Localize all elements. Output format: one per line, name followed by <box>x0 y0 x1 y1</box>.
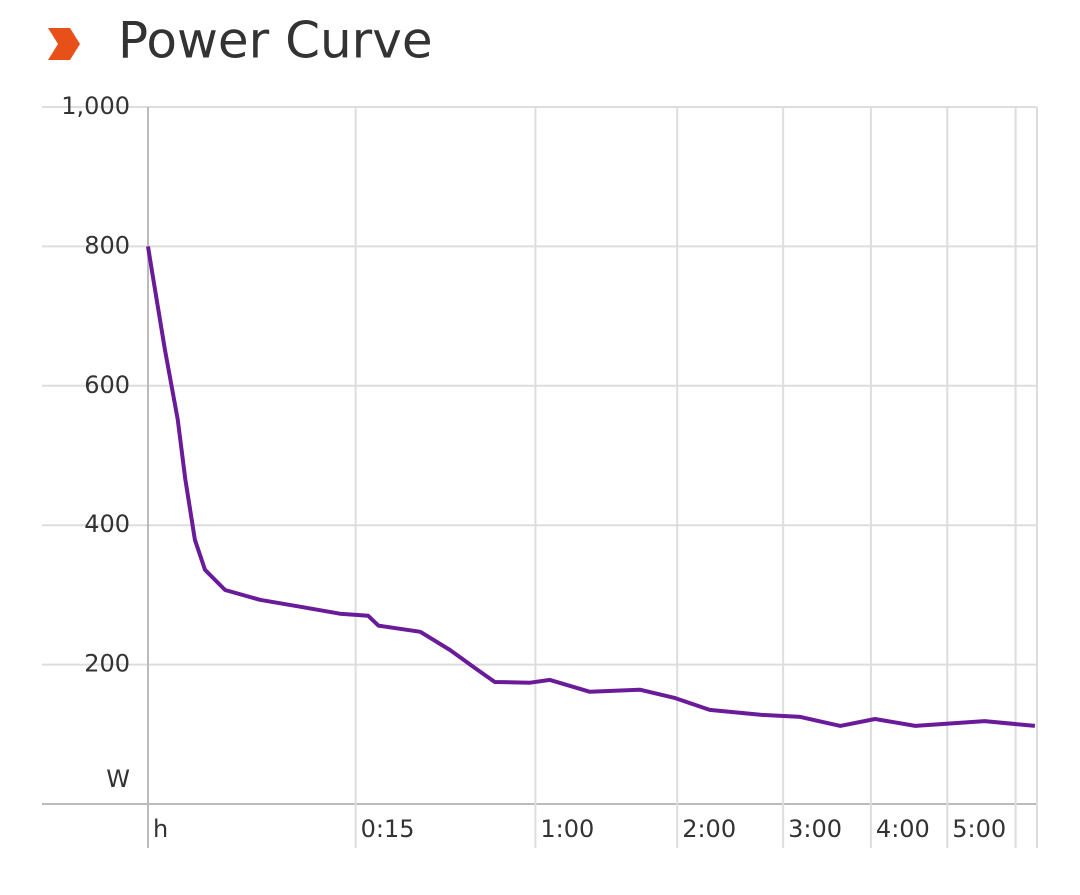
y-tick-label: 200 <box>84 650 130 678</box>
x-tick-label: 5:00 <box>952 815 1006 843</box>
chart-title: Power Curve <box>118 12 433 70</box>
y-tick-label: 1,000 <box>61 92 130 120</box>
x-tick-label: h <box>153 815 168 843</box>
x-tick-label: 0:15 <box>361 815 415 843</box>
y-tick-label: 600 <box>84 371 130 399</box>
power-line <box>146 246 1036 728</box>
x-tick-label: 2:00 <box>682 815 736 843</box>
title-icon <box>48 28 80 60</box>
x-tick-label: 1:00 <box>540 815 594 843</box>
y-tick-label: 400 <box>84 510 130 538</box>
x-tick-label: 3:00 <box>788 815 842 843</box>
y-tick-label: W <box>106 765 130 793</box>
x-tick-label: 4:00 <box>876 815 930 843</box>
y-tick-label: 800 <box>84 231 130 259</box>
